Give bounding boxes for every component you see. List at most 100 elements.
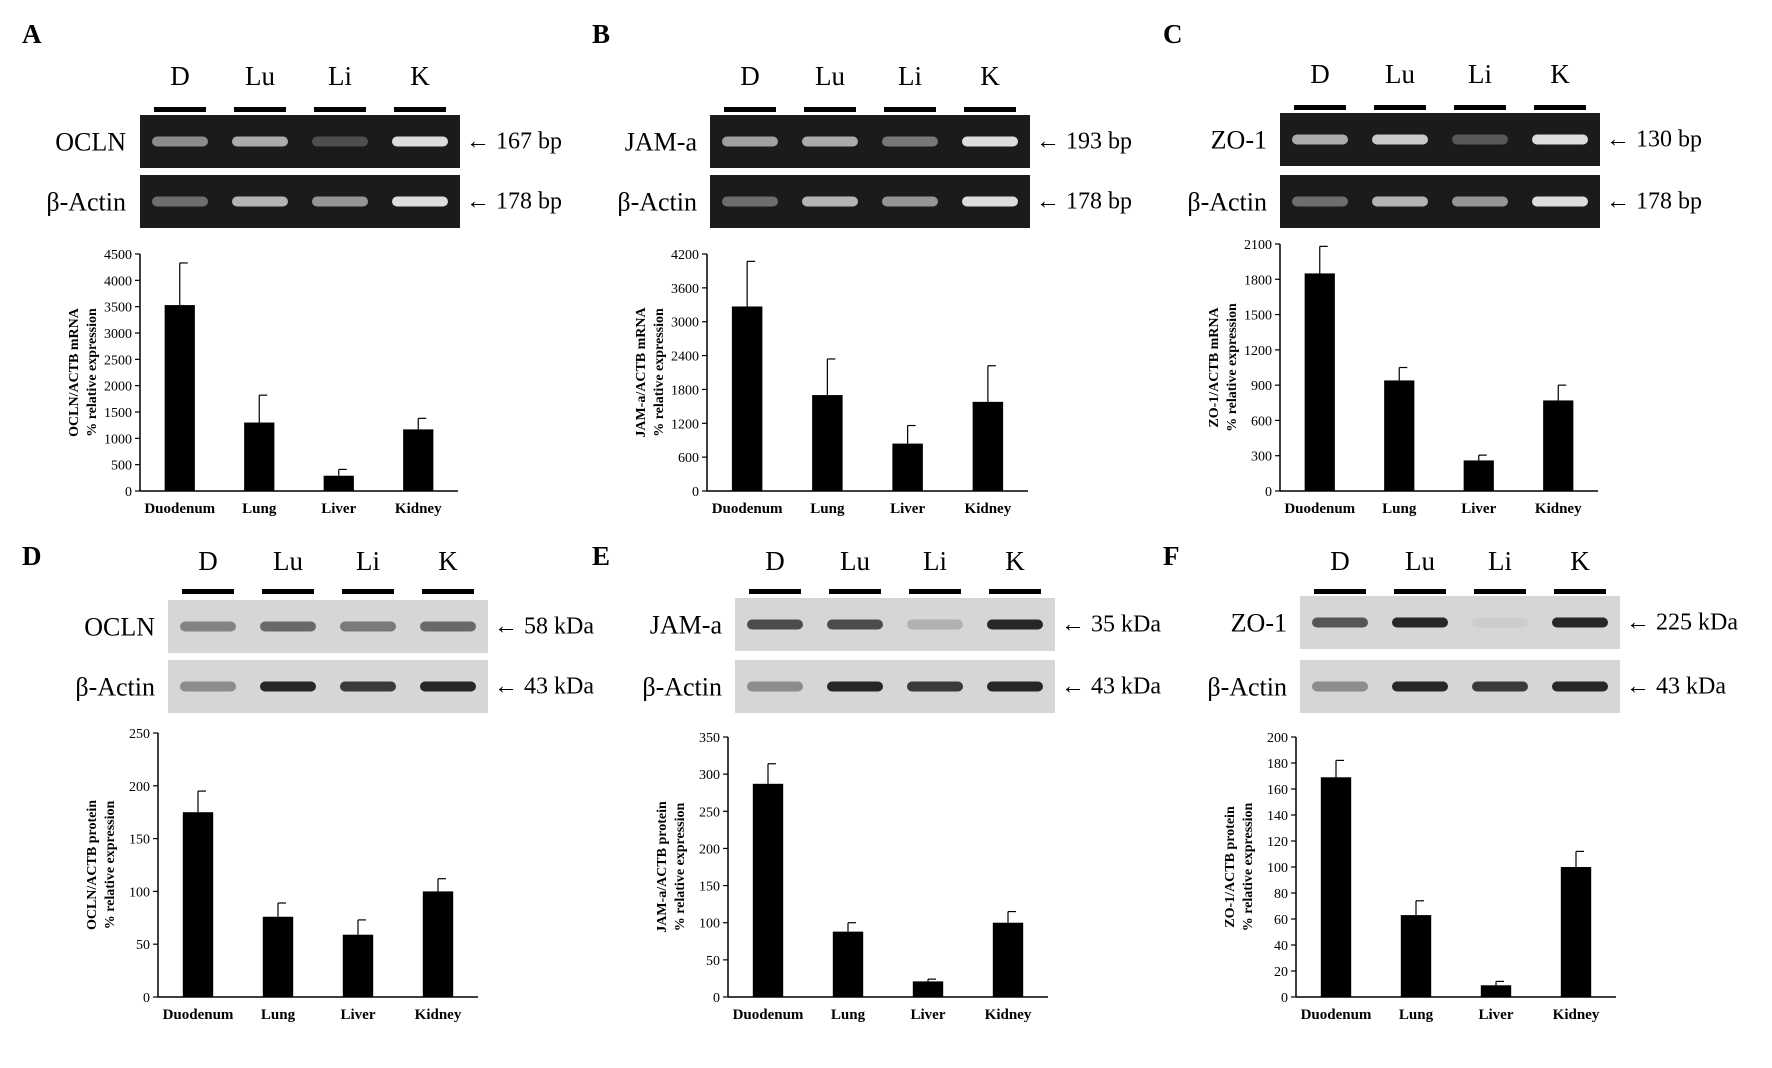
row-label: JAM-a xyxy=(625,128,698,157)
band-size-label: ← 43 kDa xyxy=(1626,674,1726,700)
band-size-label: ← 130 bp xyxy=(1606,127,1702,153)
band xyxy=(1372,196,1428,207)
lane-label: D xyxy=(1310,59,1330,89)
band xyxy=(1472,681,1528,692)
lane-label: K xyxy=(980,61,1000,91)
band xyxy=(1292,134,1348,145)
bar xyxy=(812,395,843,491)
band xyxy=(987,619,1043,630)
lane-marker xyxy=(1294,105,1346,110)
y-tick-label: 200 xyxy=(129,780,150,795)
y-tick-label: 200 xyxy=(699,842,720,857)
lane-marker xyxy=(804,107,856,112)
band-size-label: ← 225 kDa xyxy=(1626,610,1738,636)
y-tick-label: 4000 xyxy=(104,274,132,289)
lane-label: D xyxy=(740,61,760,91)
band xyxy=(1312,681,1368,692)
panel-letter: A xyxy=(22,19,42,49)
band xyxy=(1392,681,1448,692)
panel-d: D D Lu Li K OCLN ← 58 kDa β-Actin ← 43 kDa 0 50 100… xyxy=(22,541,594,1023)
lane-label: Lu xyxy=(273,546,303,576)
lane-label: Li xyxy=(923,546,947,576)
y-tick-label: 900 xyxy=(1251,379,1272,394)
x-tick-label: Liver xyxy=(1479,1007,1514,1023)
y-axis-label: % relative expression xyxy=(1241,802,1256,931)
y-tick-label: 1800 xyxy=(671,383,699,398)
lane-label: Lu xyxy=(815,61,845,91)
y-tick-label: 160 xyxy=(1267,783,1288,798)
y-tick-label: 60 xyxy=(1274,913,1288,928)
bar xyxy=(262,916,294,997)
y-axis-label: OCLN/ACTB mRNA xyxy=(67,307,82,437)
bar xyxy=(832,931,864,997)
band-size-label: ← 43 kDa xyxy=(1061,674,1161,700)
panel-letter: F xyxy=(1163,541,1180,571)
bar xyxy=(731,306,763,491)
lane-label: K xyxy=(410,61,430,91)
y-tick-label: 0 xyxy=(692,485,699,500)
lane-marker xyxy=(1314,589,1366,594)
y-tick-label: 3600 xyxy=(671,282,699,297)
panel-f: F D Lu Li K ZO-1 ← 225 kDa β-Actin ← 43 kDa 0 20 40… xyxy=(1163,541,1738,1023)
y-tick-label: 150 xyxy=(129,833,150,848)
lane-marker xyxy=(154,107,206,112)
band xyxy=(1532,196,1588,207)
x-tick-label: Kidney xyxy=(415,1007,462,1023)
x-tick-label: Duodenum xyxy=(1301,1007,1372,1023)
band xyxy=(1372,134,1428,145)
band xyxy=(1532,134,1588,145)
y-axis-label: OCLN/ACTB protein xyxy=(85,800,100,930)
bar xyxy=(1400,915,1432,997)
lane-label: Lu xyxy=(840,546,870,576)
x-tick-label: Liver xyxy=(321,501,356,517)
y-tick-label: 80 xyxy=(1274,887,1288,902)
band xyxy=(1292,196,1348,207)
panel-c: C D Lu Li K ZO-1 ← 130 bp β-Actin ← 178 bp 0 300 60… xyxy=(1163,19,1702,517)
band xyxy=(312,196,368,207)
band xyxy=(392,196,448,207)
band xyxy=(882,196,938,207)
band xyxy=(962,136,1018,147)
lane-marker xyxy=(1394,589,1446,594)
band xyxy=(1452,134,1508,145)
band xyxy=(907,619,963,630)
bar-chart: 0 50 100 150 200 250 300 350 JAM-a/ACTB protein%… xyxy=(655,731,1048,1023)
y-tick-label: 0 xyxy=(143,991,150,1006)
y-tick-label: 140 xyxy=(1267,809,1288,824)
row-label: ZO-1 xyxy=(1211,126,1267,155)
bar xyxy=(323,475,354,491)
band xyxy=(722,196,778,207)
y-tick-label: 0 xyxy=(1281,991,1288,1006)
band xyxy=(232,196,288,207)
band xyxy=(722,136,778,147)
y-tick-label: 600 xyxy=(678,451,699,466)
panel-letter: B xyxy=(592,19,610,49)
lane-label: D xyxy=(170,61,190,91)
lane-marker xyxy=(909,589,961,594)
y-tick-label: 150 xyxy=(699,880,720,895)
bar xyxy=(1543,400,1574,491)
bar xyxy=(422,891,454,997)
y-tick-label: 3000 xyxy=(104,327,132,342)
band xyxy=(340,681,396,692)
x-tick-label: Lung xyxy=(242,501,277,517)
x-tick-label: Duodenum xyxy=(1284,501,1355,517)
row-label: β-Actin xyxy=(1187,188,1267,217)
lane-label: K xyxy=(1005,546,1025,576)
x-tick-label: Liver xyxy=(1461,501,1496,517)
band xyxy=(1452,196,1508,207)
row-label: β-Actin xyxy=(1207,673,1287,702)
lane-marker xyxy=(989,589,1041,594)
y-tick-label: 100 xyxy=(1267,861,1288,876)
y-tick-label: 0 xyxy=(1265,485,1272,500)
y-tick-label: 2400 xyxy=(671,350,699,365)
row-label: OCLN xyxy=(55,128,126,157)
band-size-label: ← 167 bp xyxy=(466,129,562,155)
y-tick-label: 50 xyxy=(706,954,720,969)
lane-marker xyxy=(182,589,234,594)
lane-label: Li xyxy=(898,61,922,91)
y-axis-label: % relative expression xyxy=(85,308,100,437)
x-tick-label: Liver xyxy=(890,501,925,517)
lane-marker xyxy=(1474,589,1526,594)
